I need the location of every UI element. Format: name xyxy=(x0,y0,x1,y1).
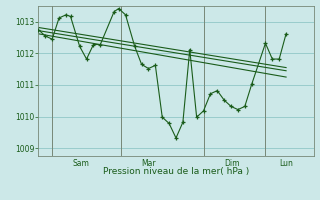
Text: Sam: Sam xyxy=(73,159,90,168)
Text: Lun: Lun xyxy=(279,159,293,168)
Text: Mar: Mar xyxy=(142,159,156,168)
Text: Dim: Dim xyxy=(224,159,240,168)
X-axis label: Pression niveau de la mer( hPa ): Pression niveau de la mer( hPa ) xyxy=(103,167,249,176)
